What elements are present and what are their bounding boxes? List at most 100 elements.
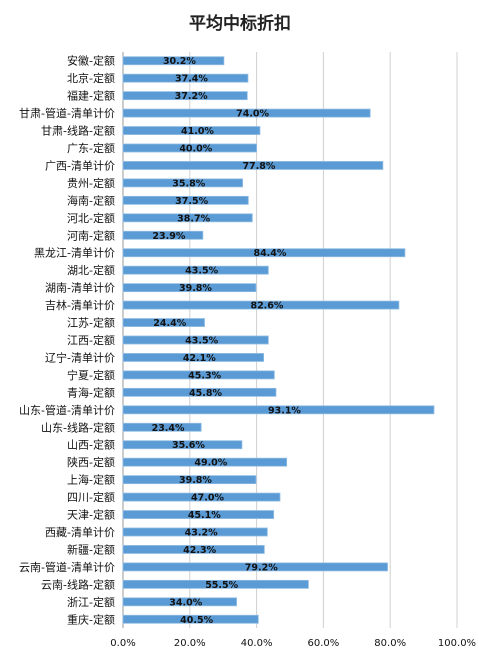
- data-label: 43.5%: [185, 266, 218, 277]
- category-label: 云南-线路-定额: [41, 577, 115, 591]
- category-label: 辽宁-清单计价: [45, 350, 115, 364]
- category-label: 北京-定额: [67, 71, 115, 85]
- x-tick-label: 100.0%: [438, 638, 476, 649]
- category-label: 云南-管道-清单计价: [19, 560, 115, 574]
- bar: [122, 562, 388, 572]
- bar: [122, 248, 406, 258]
- bar: [122, 195, 249, 205]
- category-label: 甘肃-管道-清单计价: [19, 106, 115, 120]
- category-label: 陕西-定额: [67, 455, 115, 469]
- bar: [122, 108, 371, 118]
- category-label: 浙江-定额: [67, 595, 115, 609]
- category-label: 湖北-定额: [67, 263, 115, 277]
- bar: [122, 510, 275, 519]
- data-label: 79.2%: [245, 562, 278, 573]
- bar: [122, 178, 243, 188]
- bar: [122, 405, 435, 415]
- data-label: 74.0%: [236, 109, 269, 120]
- data-label: 23.9%: [152, 231, 185, 242]
- data-label: 45.8%: [189, 388, 222, 399]
- bar: [122, 422, 202, 432]
- data-label: 43.5%: [185, 336, 218, 347]
- category-label: 上海-定额: [67, 473, 115, 487]
- category-label: 吉林-清单计价: [45, 298, 115, 312]
- category-label: 宁夏-定额: [67, 368, 115, 382]
- bar: [122, 161, 384, 170]
- bar: [122, 265, 269, 275]
- bar: [122, 300, 400, 310]
- data-label: 42.3%: [183, 545, 216, 556]
- category-label: 河北-定额: [67, 211, 115, 225]
- bar: [122, 370, 275, 380]
- bar: [122, 230, 204, 240]
- bars: 30.2% 37.4% 37.2% 74.0% 41.0% 40.0% 77.8% 35.8%…: [122, 56, 435, 626]
- x-tick-label: 40.0%: [241, 638, 273, 649]
- category-label: 福建-定额: [67, 89, 115, 103]
- data-label: 30.2%: [163, 56, 196, 67]
- x-tick-label: 0.0%: [110, 638, 135, 649]
- category-label: 江西-定额: [67, 333, 115, 347]
- bar: [122, 475, 257, 485]
- category-label: 甘肃-线路-定额: [41, 124, 115, 138]
- data-label: 35.8%: [172, 178, 205, 189]
- category-label: 新疆-定额: [67, 542, 115, 556]
- category-label: 广东-定额: [67, 141, 115, 155]
- bar: [122, 318, 205, 327]
- bar: [122, 457, 288, 467]
- data-label: 49.0%: [194, 458, 227, 469]
- bar: [122, 353, 265, 362]
- category-labels: 安徽-定额北京-定额福建-定额甘肃-管道-清单计价甘肃-线路-定额广东-定额广西…: [19, 54, 115, 627]
- bar: [122, 126, 261, 135]
- data-label: 24.4%: [153, 318, 186, 329]
- x-tick-label: 80.0%: [374, 638, 406, 649]
- category-label: 海南-定额: [67, 193, 115, 207]
- data-label: 77.8%: [242, 161, 275, 172]
- data-label: 42.1%: [183, 353, 216, 364]
- category-label: 天津-定额: [67, 508, 115, 522]
- data-label: 39.8%: [179, 475, 212, 486]
- x-tick-label: 60.0%: [308, 638, 340, 649]
- data-label: 47.0%: [191, 493, 224, 504]
- chart-title: 平均中标折扣: [189, 13, 291, 34]
- data-label: 40.5%: [180, 615, 213, 626]
- bar: [122, 91, 248, 101]
- bar: [122, 387, 277, 397]
- data-label: 23.4%: [152, 423, 185, 434]
- bar: [122, 545, 265, 554]
- data-label: 55.5%: [205, 580, 238, 591]
- category-label: 山东-管道-清单计价: [19, 403, 115, 417]
- category-label: 江苏-定额: [67, 316, 115, 330]
- bar: [122, 614, 259, 624]
- category-label: 青海-定额: [67, 385, 115, 399]
- bar: [122, 579, 309, 589]
- data-label: 35.6%: [172, 440, 205, 451]
- bar: [122, 492, 281, 502]
- data-label: 37.5%: [175, 196, 208, 207]
- bar: [122, 213, 253, 223]
- category-label: 山东-线路-定额: [41, 420, 115, 434]
- category-label: 安徽-定额: [67, 54, 115, 68]
- bar: [122, 73, 249, 83]
- bar: [122, 440, 243, 450]
- category-label: 贵州-定额: [67, 176, 115, 190]
- bar: [122, 527, 268, 537]
- data-label: 93.1%: [268, 405, 301, 416]
- bar: [122, 335, 269, 345]
- x-tick-label: 20.0%: [174, 638, 206, 649]
- data-label: 38.7%: [177, 213, 210, 224]
- data-label: 40.0%: [179, 144, 212, 155]
- category-label: 黑龙江-清单计价: [34, 247, 115, 260]
- category-label: 广西-清单计价: [45, 159, 115, 172]
- data-label: 41.0%: [181, 126, 214, 137]
- category-label: 西藏-清单计价: [45, 526, 115, 539]
- category-label: 山西-定额: [67, 438, 115, 452]
- data-label: 37.2%: [175, 91, 208, 102]
- data-label: 45.3%: [188, 370, 221, 381]
- data-label: 34.0%: [169, 597, 202, 608]
- bar: [122, 56, 225, 66]
- bar: [122, 283, 257, 293]
- bar: [122, 143, 258, 153]
- category-label: 四川-定额: [67, 490, 115, 504]
